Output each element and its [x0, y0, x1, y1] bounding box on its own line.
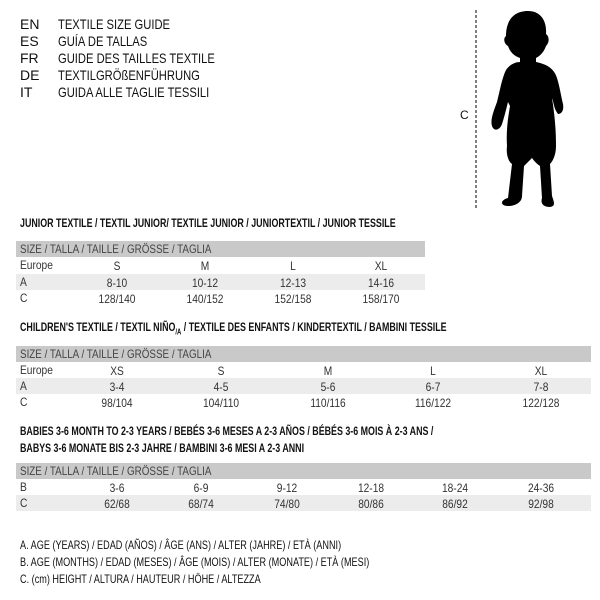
table-cell: 62/68	[104, 497, 130, 511]
table-row-europe: Europe XS S M L XL	[20, 363, 548, 378]
table-cell: 104/110	[202, 396, 240, 410]
table-cell: 6-9	[193, 481, 209, 495]
language-title: GUIDE DES TAILLES TEXTILE	[58, 50, 215, 66]
legend-c: C. (cm) HEIGHT / ALTURA / HAUTEUR / HÖHE…	[20, 572, 261, 586]
table-cell: 3-4	[109, 380, 125, 394]
table-cell: 92/98	[528, 497, 554, 511]
table-cell: 86/92	[442, 497, 468, 511]
table-cell: 4-5	[213, 380, 229, 394]
table-cell: M	[323, 364, 333, 378]
table-row-c: C 128/140 140/152 152/158 158/170	[20, 291, 400, 306]
junior-size-table: SIZE / TALLA / TAILLE / GRÖSSE / TAGLIA …	[16, 241, 425, 306]
table-cell: XL	[374, 259, 388, 273]
table-cell: 8-10	[106, 276, 128, 290]
table-row-a: A 3-4 4-5 5-6 6-7 7-8	[16, 378, 591, 394]
table-cell: M	[200, 259, 210, 273]
table-row-europe: Europe S M L XL	[20, 258, 388, 273]
table-cell: 98/104	[101, 396, 133, 410]
table-row-c: C 62/68 68/74 74/80 80/86 86/92 92/98	[16, 495, 591, 511]
table-cell: 110/116	[310, 396, 346, 410]
table-row-a: A 8-10 10-12 12-13 14-16	[16, 274, 425, 290]
table-cell: 7-8	[533, 380, 549, 394]
language-title: GUÍA DE TALLAS	[58, 33, 148, 49]
table-cell: 152/158	[274, 292, 312, 306]
table-cell: 5-6	[320, 380, 336, 394]
table-cell: 116/122	[414, 396, 452, 410]
legend-a: A. AGE (YEARS) / EDAD (AÑOS) / ÂGE (ANS)…	[20, 538, 342, 552]
legend-b: B. AGE (MONTHS) / EDAD (MESES) / ÂGE (MO…	[20, 555, 370, 569]
junior-title: JUNIOR TEXTILE / TEXTIL JUNIOR/ TEXTILE …	[20, 216, 396, 230]
language-list: EN TEXTILE SIZE GUIDE ES GUÍA DE TALLAS FR…	[20, 16, 215, 100]
table-cell: 12-13	[279, 276, 307, 290]
table-row-b: B 3-6 6-9 9-12 12-18 18-24 24-36	[20, 480, 555, 495]
language-title: TEXTILE SIZE GUIDE	[58, 16, 171, 32]
language-title: TEXTILGRÖßENFÜHRUNG	[58, 67, 200, 83]
table-cell: 140/152	[186, 292, 224, 306]
children-title: CHILDREN'S TEXTILE / TEXTIL NIÑO/A / TEX…	[20, 320, 447, 337]
table-cell: 68/74	[188, 497, 214, 511]
language-title: GUIDA ALLE TAGLIE TESSILI	[58, 84, 210, 100]
table-cell: L	[290, 259, 296, 273]
table-header: SIZE / TALLA / TAILLE / GRÖSSE / TAGLIA	[16, 463, 591, 479]
children-size-table: SIZE / TALLA / TAILLE / GRÖSSE / TAGLIA …	[16, 346, 591, 410]
silhouette-shape	[491, 11, 564, 207]
table-cell: 80/86	[358, 497, 384, 511]
babies-size-table: SIZE / TALLA / TAILLE / GRÖSSE / TAGLIA …	[16, 463, 591, 511]
table-cell: 14-16	[367, 276, 395, 290]
babies-title-line2: BABYS 3-6 MONATE BIS 2-3 JAHRE / BAMBINI…	[20, 441, 305, 455]
table-cell: S	[113, 259, 121, 273]
table-header: SIZE / TALLA / TAILLE / GRÖSSE / TAGLIA	[16, 346, 591, 362]
table-cell: 18-24	[441, 481, 469, 495]
table-cell: S	[217, 364, 225, 378]
child-silhouette-icon	[475, 10, 564, 208]
table-cell: 74/80	[274, 497, 300, 511]
table-cell: 9-12	[276, 481, 298, 495]
table-cell: 24-36	[527, 481, 555, 495]
table-cell: 122/128	[522, 396, 560, 410]
table-row-c: C 98/104 104/110 110/116 116/122 122/128	[20, 395, 560, 410]
table-header: SIZE / TALLA / TAILLE / GRÖSSE / TAGLIA	[16, 241, 425, 257]
table-cell: XS	[110, 364, 124, 378]
table-cell: 158/170	[362, 292, 400, 306]
table-cell: L	[430, 364, 436, 378]
height-label: C	[460, 108, 469, 122]
table-cell: 12-18	[357, 481, 385, 495]
table-cell: 10-12	[191, 276, 219, 290]
table-cell: 128/140	[98, 292, 136, 306]
table-cell: 6-7	[425, 380, 441, 394]
babies-title-line1: BABIES 3-6 MONTH TO 2-3 YEARS / BEBÉS 3-…	[20, 424, 434, 438]
table-cell: 3-6	[109, 481, 125, 495]
table-cell: XL	[534, 364, 548, 378]
